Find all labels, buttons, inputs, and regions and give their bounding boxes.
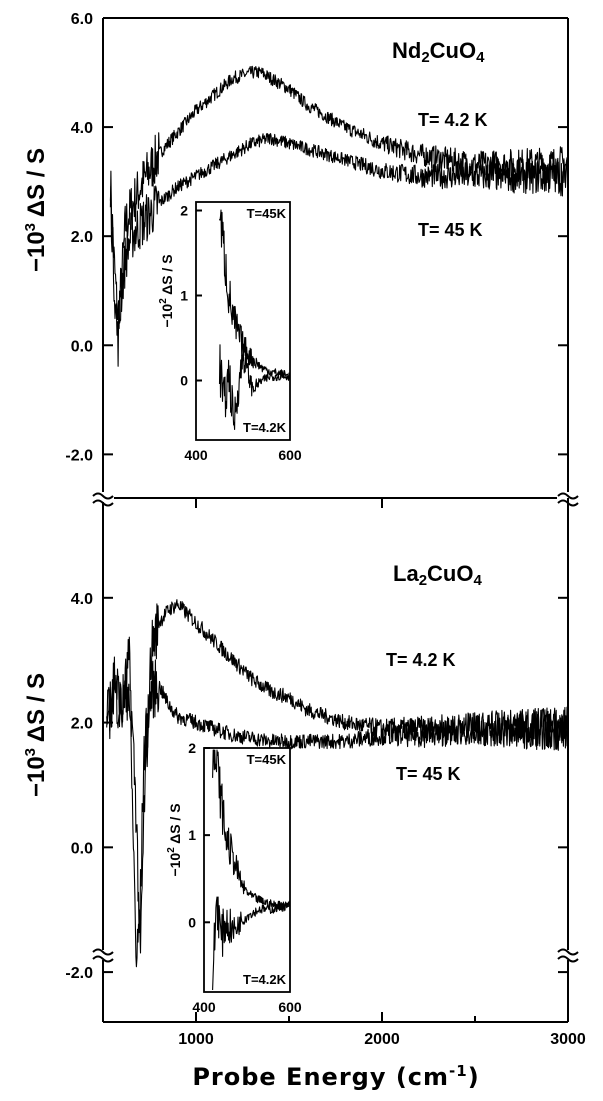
top-inset-xtick-label-1: 600 (278, 447, 302, 463)
bottom-inset-xtick-label-1: 600 (278, 999, 302, 1015)
material-label-nd2cuo4: Nd2CuO4 (392, 38, 485, 66)
bottom-annotation-45k: T= 45 K (396, 764, 461, 784)
axis-break-left-bottom (92, 948, 114, 963)
top-ytick-label-0: 6.0 (71, 11, 93, 28)
bottom-inset-annotation-45k: T=45K (247, 752, 287, 767)
panel-la2cuo4: 4.0 2.0 0.0 -2.0 La2CuO4 T= 4.2 K T= 45 K (65, 561, 569, 982)
bottom-inset-xtick-label-0: 400 (192, 999, 216, 1015)
bottom-y-axis-label: −103 ΔS / S (22, 673, 50, 797)
bottom-traces (106, 599, 569, 968)
top-inset-frame (195, 201, 291, 441)
xtick-label-1: 2000 (364, 1031, 400, 1048)
top-inset-annotation-4k: T=4.2K (243, 420, 287, 435)
top-inset-y-label: −102 ΔS / S (158, 254, 175, 327)
top-ytick-label-4: -2.0 (65, 447, 93, 464)
bottom-inset-series-4k (212, 896, 291, 991)
top-inset: 2 1 0 400 600 T=45K T=4.2K −102 ΔS / S (158, 201, 302, 463)
x-axis-ticks: 1000 2000 3000 (102, 498, 586, 1048)
bottom-series-4k (106, 599, 569, 954)
top-inset-ytick-label-2: 0 (180, 373, 188, 389)
bottom-ytick-label-0: 4.0 (71, 591, 93, 608)
top-annotation-45k: T= 45 K (418, 220, 483, 240)
top-inset-ytick-label-0: 2 (180, 203, 188, 219)
material-label-la2cuo4: La2CuO4 (393, 561, 482, 589)
top-ytick-label-1: 4.0 (71, 120, 93, 137)
axis-break-right-bottom (557, 948, 579, 963)
bottom-ytick-label-3: -2.0 (65, 965, 93, 982)
bottom-annotation-4k: T= 4.2 K (386, 650, 456, 670)
top-y-axis-ticks: 6.0 4.0 2.0 0.0 -2.0 (65, 11, 568, 464)
bottom-series-45k (106, 659, 569, 968)
bottom-y-axis-ticks: 4.0 2.0 0.0 -2.0 (65, 591, 568, 982)
xtick-label-0: 1000 (178, 1031, 214, 1048)
bottom-inset-frame (203, 747, 291, 993)
top-annotation-4k: T= 4.2 K (418, 110, 488, 130)
top-ytick-label-2: 2.0 (71, 229, 93, 246)
top-ytick-label-3: 0.0 (71, 338, 93, 355)
top-inset-ytick-label-1: 1 (180, 288, 188, 304)
top-series-4k (109, 65, 569, 330)
bottom-inset-ytick-label-1: 1 (188, 827, 196, 843)
bottom-inset: 2 1 0 400 600 T=45K T=4.2K −102 ΔS / S (166, 740, 302, 1015)
xtick-label-2: 3000 (550, 1031, 586, 1048)
top-inset-series-4k (218, 344, 291, 431)
bottom-inset-ytick-label-0: 2 (188, 740, 196, 756)
bottom-ytick-label-2: 0.0 (71, 840, 93, 857)
top-traces (109, 65, 569, 367)
panel-nd2cuo4: 6.0 4.0 2.0 0.0 -2.0 Nd2CuO4 T= 4.2 K T= 45 … (65, 11, 569, 464)
axis-break-left-top (92, 492, 114, 507)
bottom-inset-annotation-4k: T=4.2K (243, 972, 287, 987)
top-inset-xtick-label-0: 400 (184, 447, 208, 463)
bottom-inset-ytick-label-2: 0 (188, 914, 196, 930)
bottom-ytick-label-1: 2.0 (71, 716, 93, 733)
top-inset-annotation-45k: T=45K (247, 206, 287, 221)
top-y-axis-label: −103 ΔS / S (22, 148, 50, 272)
top-series-45k (109, 133, 569, 367)
bottom-inset-y-label: −102 ΔS / S (166, 803, 183, 876)
x-axis-label: Probe Energy (cm-1) (192, 1062, 479, 1091)
